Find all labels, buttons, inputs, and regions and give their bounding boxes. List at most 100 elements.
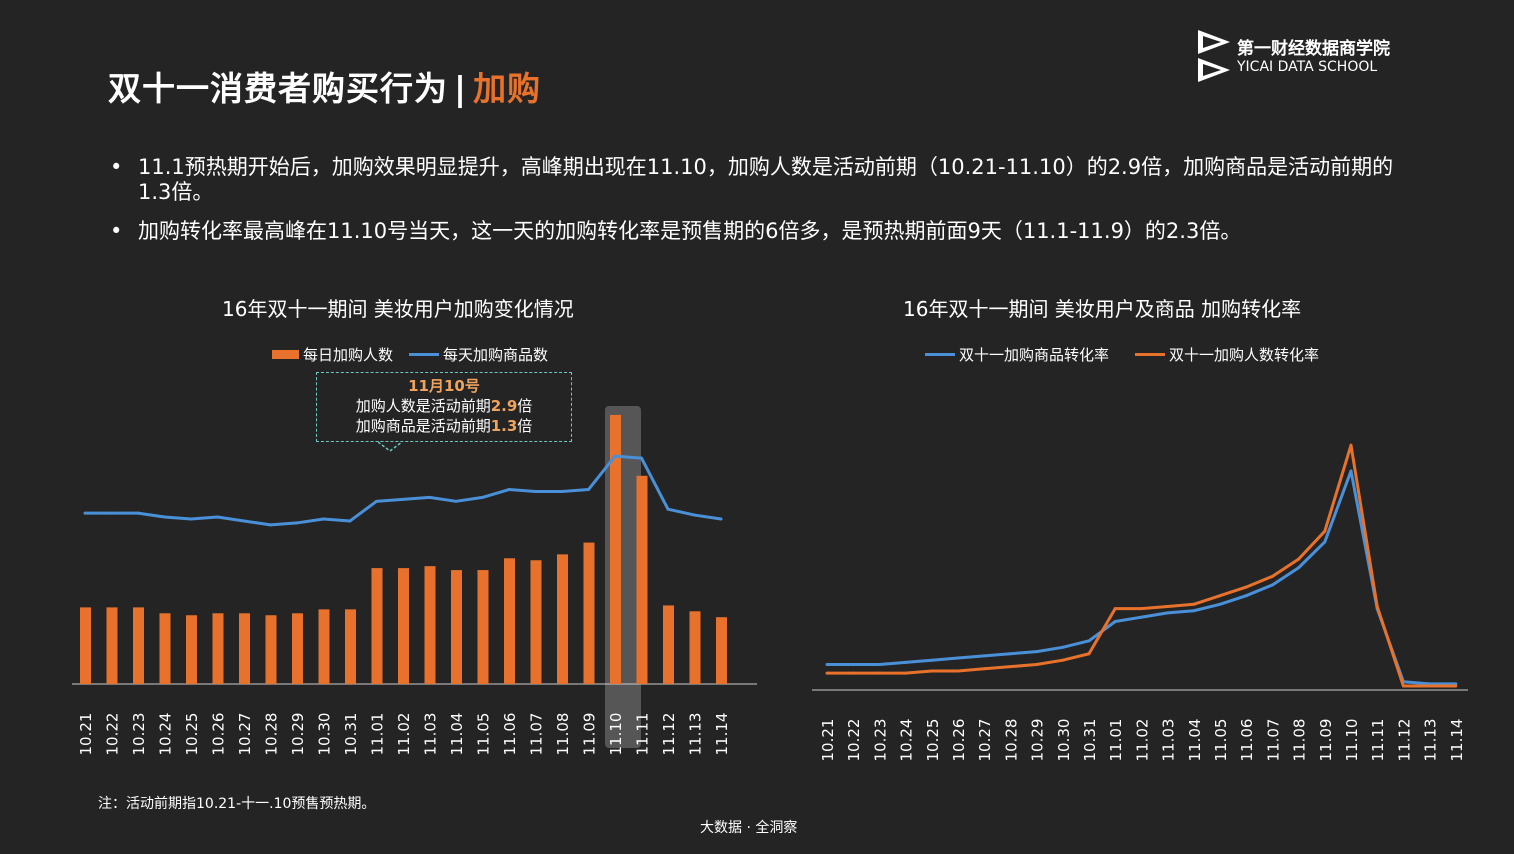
x-tick-label: 10.30 — [316, 713, 334, 756]
bar-10.29 — [292, 613, 303, 684]
line-point-11.12 — [666, 507, 670, 511]
line-point-10.22 — [851, 671, 855, 675]
x-tick-label: 11.07 — [528, 713, 546, 756]
bullet-list: • 11.1预热期开始后，加购效果明显提升，高峰期出现在11.10，加购人数是活动… — [110, 155, 1410, 258]
line-point-11.04 — [454, 499, 458, 503]
legend-label: 双十一加购商品转化率 — [959, 346, 1110, 364]
x-tick-label: 11.05 — [475, 713, 493, 756]
x-tick-label: 11.03 — [422, 713, 440, 756]
title-main: 双十一消费者购买行为 — [108, 69, 448, 108]
line-point-10.29 — [295, 521, 299, 525]
bullet-item: • 加购转化率最高峰在11.10号当天，这一天的加购转化率是预售期的6倍多，是预热… — [110, 219, 1410, 244]
line-point-11.10 — [1349, 443, 1353, 447]
chart1-legend: 每日加购人数 每天加购商品数 — [272, 344, 564, 365]
footer-tagline: 大数据 · 全洞察 — [700, 820, 798, 836]
x-tick-label: 11.08 — [554, 713, 572, 756]
line-point-11.07 — [534, 490, 537, 493]
title-separator: | — [454, 69, 468, 108]
callout-line2-text: 加购商品是活动前期 — [355, 417, 491, 435]
line-point-10.31 — [348, 519, 352, 523]
callout-title: 11月10号 — [408, 377, 480, 395]
x-tick-label: 11.01 — [1107, 719, 1125, 760]
x-tick-label: 11.10 — [1343, 719, 1361, 760]
page-title: 双十一消费者购买行为 | 加购 — [108, 62, 541, 110]
line-point-11.10 — [613, 454, 617, 458]
line-point-11.06 — [1244, 585, 1248, 589]
line-point-11.06 — [1244, 594, 1248, 598]
bar-10.22 — [106, 607, 118, 684]
line-point-10.25 — [189, 517, 193, 521]
bar-10.27 — [239, 613, 250, 684]
bullet-text: 11.1预热期开始后，加购效果明显提升，高峰期出现在11.10，加购人数是活动前… — [138, 155, 1394, 204]
x-tick-label: 10.26 — [210, 713, 228, 756]
legend-item-line: 每天加购商品数 — [409, 344, 548, 365]
line-point-10.22 — [110, 511, 113, 515]
x-tick-label: 11.10 — [607, 713, 625, 756]
legend-item-bar: 每日加购人数 — [272, 344, 393, 365]
line-point-11.02 — [1139, 607, 1143, 611]
line-point-10.23 — [877, 663, 881, 666]
line-point-11.11 — [1375, 604, 1379, 608]
title-accent: 加购 — [473, 69, 542, 108]
bar-10.25 — [186, 615, 197, 684]
line-point-10.27 — [982, 654, 986, 658]
x-tick-label: 10.25 — [183, 713, 201, 756]
legend-swatch-bar — [272, 350, 299, 359]
legend-item-orange: 双十一加购人数转化率 — [1135, 344, 1319, 365]
line-point-10.23 — [136, 511, 140, 515]
callout-line1-value: 2.9 — [490, 397, 518, 415]
line-point-11.14 — [1454, 684, 1458, 688]
line-series-orange — [827, 443, 1456, 688]
line-point-10.29 — [1035, 663, 1039, 666]
x-tick-label: 11.12 — [660, 713, 678, 756]
x-tick-label: 10.26 — [950, 719, 968, 760]
bar-11.04 — [451, 570, 462, 684]
x-tick-label: 11.02 — [395, 713, 413, 756]
x-tick-label: 11.06 — [501, 713, 519, 756]
line-point-11.02 — [1139, 615, 1143, 619]
line-point-11.03 — [1166, 604, 1170, 608]
line-point-10.30 — [1061, 658, 1065, 662]
bar-11.01 — [371, 568, 383, 684]
line-point-10.25 — [930, 658, 934, 662]
line-point-10.27 — [242, 519, 246, 523]
line-point-10.28 — [1008, 652, 1012, 656]
callout-line2-value: 1.3 — [490, 417, 518, 435]
x-tick-label: 11.09 — [581, 713, 599, 756]
chart2-plot: 10.21 10.22 10.23 10.24 10.25 10.26 10.27 10.28… — [812, 443, 1468, 760]
callout-line1-text: 加购人数是活动前期 — [355, 397, 491, 415]
x-tick-label: 11.09 — [1317, 719, 1335, 760]
line-point-11.14 — [719, 517, 723, 521]
bullet-text: 加购转化率最高峰在11.10号当天，这一天的加购转化率是预售期的6倍多，是预热期… — [138, 219, 1242, 243]
line-point-10.21 — [825, 671, 829, 675]
bar-11.05 — [477, 570, 489, 684]
x-tick-label: 10.28 — [263, 713, 281, 756]
x-tick-label: 11.14 — [1448, 719, 1466, 760]
x-tick-label: 11.03 — [1160, 719, 1178, 760]
bar-11.03 — [424, 566, 436, 684]
x-tick-label: 10.24 — [898, 719, 916, 760]
chart1-plot: 10.21 10.22 10.23 10.24 10.25 10.26 10.27 10.28… — [72, 406, 757, 756]
callout-line1: 加购人数是活动前期2.9倍 — [317, 396, 571, 416]
callout-line2-suffix: 倍 — [517, 417, 533, 435]
bar-11.07 — [530, 560, 542, 684]
x-tick-label: 10.31 — [1081, 719, 1099, 760]
line-point-11.03 — [428, 495, 431, 499]
x-tick-label: 11.01 — [369, 713, 387, 756]
line-point-11.07 — [1270, 583, 1274, 587]
line-point-11.05 — [1218, 602, 1222, 606]
line-point-10.31 — [1087, 652, 1091, 656]
x-tick-label: 10.29 — [1029, 719, 1047, 760]
line-point-11.05 — [481, 495, 484, 499]
x-tick-label: 10.23 — [130, 713, 148, 756]
line-point-11.03 — [1166, 611, 1170, 615]
chart1-title: 16年双十一期间 美妆用户加购变化情况 — [222, 297, 574, 321]
bar-11.06 — [504, 558, 515, 684]
x-tick-label: 11.06 — [1238, 719, 1256, 760]
callout-line1-suffix: 倍 — [517, 397, 533, 415]
legend-swatch-line — [1135, 353, 1166, 356]
legend-label: 双十一加购人数转化率 — [1169, 346, 1320, 364]
x-tick-label: 11.08 — [1291, 719, 1309, 760]
line-point-11.05 — [1218, 594, 1222, 598]
x-tick-label: 10.25 — [924, 719, 942, 760]
